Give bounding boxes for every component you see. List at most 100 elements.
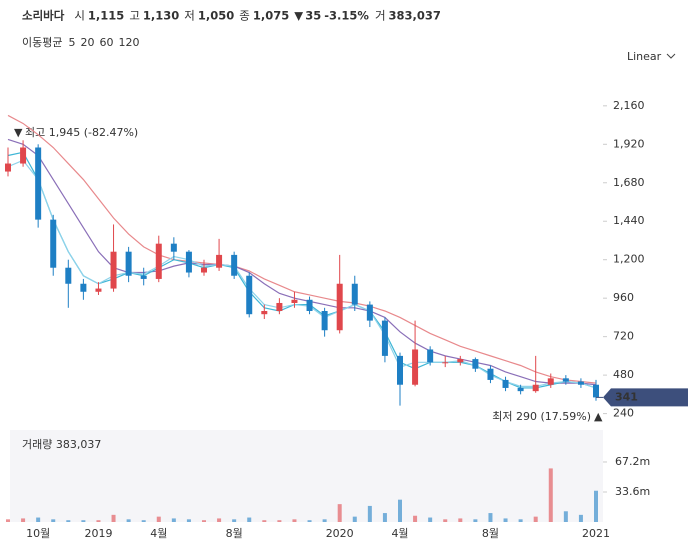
candle-body: [532, 384, 539, 392]
volume-bar: [458, 518, 463, 522]
quote-value: 1,115: [88, 9, 124, 23]
change-value: 35: [305, 9, 321, 23]
candle-body: [65, 267, 72, 284]
y-tick-label: 240: [613, 407, 634, 420]
volume-bar: [367, 505, 372, 522]
change-arrow: ▼: [294, 9, 303, 23]
y-tick-label: 1,440: [613, 214, 645, 227]
volume-bar: [156, 516, 161, 522]
ma-label: 이동평균: [22, 36, 62, 49]
low-annotation: 최저 290 (17.59%): [492, 410, 591, 423]
y-tick-label: 67.2m: [615, 455, 650, 468]
y-tick-label: 2,160: [613, 99, 645, 112]
y-tick-label: 480: [613, 368, 634, 381]
volume-bar: [96, 520, 101, 522]
volume-bar: [6, 519, 10, 522]
y-tick-label: 1,200: [613, 253, 645, 266]
quote-value: 1,130: [143, 9, 179, 23]
volume-bar: [443, 519, 448, 522]
x-tick-label: 4월: [150, 527, 167, 540]
quote-label: 저: [184, 9, 195, 23]
volume-bar: [141, 520, 146, 522]
y-tick-label: 1,680: [613, 176, 645, 189]
volume-bar: [352, 516, 357, 522]
volume-title: 거래량 383,037: [22, 438, 101, 451]
candle-body: [261, 311, 268, 315]
legend-entry: 120: [118, 36, 139, 49]
volume-bar: [292, 519, 297, 522]
candle-body: [276, 302, 283, 311]
quote-label: 거: [375, 9, 386, 23]
quote-value: 383,037: [389, 9, 441, 23]
candle-body: [336, 283, 343, 331]
volume-bar: [594, 490, 598, 522]
candle-body: [306, 299, 313, 311]
high-marker: ▼: [14, 126, 23, 139]
scale-select[interactable]: Linear: [627, 50, 662, 63]
volume-bar: [518, 519, 523, 522]
volume-bar: [51, 519, 56, 522]
candle-body: [5, 163, 11, 172]
volume-bar: [186, 519, 191, 522]
candle-body: [412, 349, 419, 385]
candle-body: [577, 381, 584, 385]
x-tick-label: 2019: [84, 527, 112, 540]
volume-bar: [382, 513, 387, 522]
moving-average: [7, 151, 597, 389]
candle-body: [517, 387, 524, 392]
legend-entry: 60: [99, 36, 113, 49]
volume-bar: [81, 520, 86, 522]
candle-body: [246, 275, 253, 315]
x-tick-label: 2021: [582, 527, 610, 540]
candle-body: [170, 243, 177, 252]
candle-body: [80, 283, 87, 292]
candle-body: [487, 368, 494, 380]
candle-body: [155, 243, 162, 279]
x-tick-label: 4월: [391, 527, 408, 540]
volume-bar: [171, 518, 176, 522]
volume-bar: [232, 519, 237, 522]
volume-bar: [66, 520, 71, 522]
quote-label: 종: [239, 9, 250, 23]
quote-value: 1,075: [253, 9, 289, 23]
volume-bar: [563, 511, 568, 522]
price-tag: [603, 388, 688, 407]
volume-bar: [413, 515, 418, 522]
volume-bar: [503, 518, 508, 522]
dropdown-arrow[interactable]: [666, 53, 676, 59]
volume-bar: [277, 520, 282, 522]
candle-body: [321, 311, 328, 331]
candle-body: [110, 251, 117, 289]
candle-body: [95, 288, 102, 292]
candle-body: [231, 254, 238, 276]
quote-label: 시: [74, 9, 85, 23]
x-tick-label: 8월: [226, 527, 243, 540]
moving-average: [7, 159, 597, 389]
legend-entry: 20: [80, 36, 94, 49]
volume-bar: [111, 514, 116, 522]
candle-body: [351, 283, 358, 305]
candle-body: [547, 378, 554, 385]
volume-panel: [10, 430, 603, 522]
y-tick-label: 33.6m: [615, 485, 650, 498]
stock-name: 소리바다: [22, 9, 65, 23]
legend-entry: 5: [68, 36, 75, 49]
volume-bar: [36, 517, 41, 522]
x-tick-label: 8월: [482, 527, 499, 540]
volume-bar: [548, 468, 553, 522]
candle-body: [125, 251, 132, 276]
candle-body: [397, 355, 403, 385]
moving-average: [7, 114, 597, 384]
x-tick-label: 2020: [326, 527, 354, 540]
volume-bar: [262, 520, 267, 522]
candle-body: [502, 379, 509, 388]
candle-body: [472, 359, 479, 369]
volume-bar: [337, 504, 342, 522]
quote-value: 1,050: [198, 9, 234, 23]
candle-body: [366, 304, 373, 321]
high-annotation: 최고 1,945 (-82.47%): [25, 126, 138, 139]
volume-bar: [533, 516, 538, 522]
candle-body: [140, 275, 147, 279]
y-tick-label: 960: [613, 291, 634, 304]
